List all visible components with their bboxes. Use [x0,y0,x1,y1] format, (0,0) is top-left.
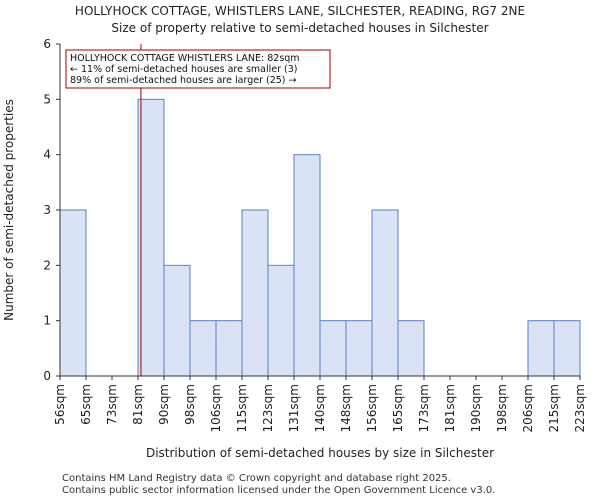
x-tick-label: 223sqm [573,384,587,432]
x-tick-label: 156sqm [365,384,379,432]
x-tick-label: 140sqm [313,384,327,432]
x-tick-label: 81sqm [131,384,145,425]
histogram-bar [241,209,269,377]
footer-copyright: Contains HM Land Registry data © Crown c… [62,473,451,484]
y-tick-label: 5 [43,92,51,106]
y-tick-label: 1 [43,314,51,328]
annotation-line: ← 11% of semi-detached houses are smalle… [70,64,298,75]
y-tick-label: 4 [43,148,51,162]
histogram-bar [215,320,243,377]
histogram-bar [189,320,217,377]
x-tick-label: 190sqm [469,384,483,432]
histogram-bar [267,264,295,377]
x-tick-label: 131sqm [287,384,301,432]
chart-subtitle: Size of property relative to semi-detach… [111,21,489,35]
chart-title: HOLLYHOCK COTTAGE, WHISTLERS LANE, SILCH… [74,4,526,18]
histogram-bar [163,264,191,377]
histogram-bar [319,320,347,377]
x-tick-label: 173sqm [417,384,431,432]
annotation-box [65,49,331,89]
histogram-bar [59,209,87,377]
x-tick-label: 106sqm [209,384,223,432]
y-axis-label: Number of semi-detached properties [2,99,16,321]
x-tick-label: 65sqm [79,384,93,425]
y-tick-label: 3 [43,203,51,217]
histogram-bar [553,320,581,377]
histogram-bar [345,320,373,377]
x-tick-label: 215sqm [547,384,561,432]
histogram-bar [137,98,165,377]
x-tick-label: 56sqm [53,384,67,425]
histogram-bar [293,154,321,377]
y-tick-label: 6 [43,37,51,51]
annotation-line: HOLLYHOCK COTTAGE WHISTLERS LANE: 82sqm [70,53,300,64]
x-tick-label: 73sqm [105,384,119,425]
x-tick-label: 115sqm [235,384,249,432]
x-tick-label: 198sqm [495,384,509,432]
x-tick-label: 206sqm [521,384,535,432]
histogram-bar [527,320,555,377]
x-tick-label: 90sqm [157,384,171,425]
annotation-line: 89% of semi-detached houses are larger (… [70,75,297,86]
x-tick-label: 165sqm [391,384,405,432]
x-tick-label: 123sqm [261,384,275,432]
x-tick-label: 148sqm [339,384,353,432]
x-tick-label: 181sqm [443,384,457,432]
footer-licence: Contains public sector information licen… [62,485,496,496]
x-tick-label: 98sqm [183,384,197,425]
x-axis-label: Distribution of semi-detached houses by … [146,446,494,460]
y-tick-label: 2 [43,258,51,272]
histogram-bar [371,209,399,377]
y-tick-label: 0 [43,369,51,383]
histogram-bar [397,320,425,377]
